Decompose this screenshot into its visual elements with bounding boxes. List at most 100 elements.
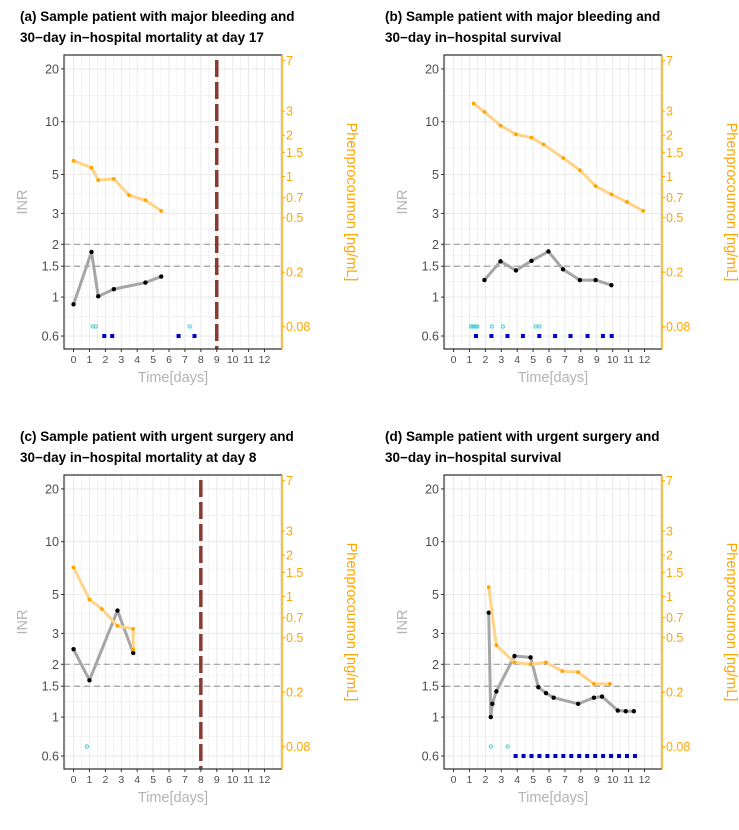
phenprocoumon-point bbox=[71, 565, 76, 570]
cyan-marker bbox=[473, 324, 478, 329]
y-tick-label: 1 bbox=[52, 711, 59, 725]
inr-point bbox=[513, 268, 519, 273]
panel-title: 30−day in−hospital survival bbox=[385, 450, 561, 465]
inr-point bbox=[575, 701, 581, 707]
y-tick-label: 3 bbox=[52, 627, 59, 641]
x-tick-label: 7 bbox=[562, 354, 568, 366]
y2-tick-label: 3 bbox=[286, 105, 293, 119]
y2-tick-label: 0.5 bbox=[286, 211, 303, 225]
y2-tick-label: 0.2 bbox=[666, 686, 683, 700]
x-tick-label: 6 bbox=[546, 774, 552, 786]
x-tick-label: 6 bbox=[166, 774, 172, 786]
x-tick-label: 9 bbox=[214, 354, 220, 366]
x-tick-label: 3 bbox=[498, 354, 504, 366]
phenprocoumon-point bbox=[560, 669, 565, 674]
inr-point bbox=[599, 694, 605, 699]
y2-tick-label: 1 bbox=[666, 590, 673, 604]
phenprocoumon-point bbox=[96, 178, 101, 183]
blue-marker bbox=[568, 334, 573, 339]
phenprocoumon-point bbox=[544, 660, 548, 665]
y2-tick-label: 2 bbox=[666, 129, 673, 143]
inr-point bbox=[71, 646, 76, 652]
y2-tick-label: 1.5 bbox=[666, 566, 683, 580]
inr-point bbox=[512, 653, 517, 659]
inr-line bbox=[483, 249, 612, 287]
inr-point bbox=[560, 267, 566, 272]
phenprocoumon-point bbox=[111, 176, 116, 181]
x-tick-label: 2 bbox=[482, 774, 488, 786]
cyan-marker bbox=[489, 324, 494, 329]
blue-marker bbox=[585, 754, 590, 759]
y-tick-label: 0.6 bbox=[422, 330, 439, 344]
y-axis-title: INR bbox=[395, 610, 411, 635]
x-tick-label: 4 bbox=[514, 354, 520, 366]
inr-point bbox=[71, 302, 76, 307]
x-tick-label: 8 bbox=[198, 354, 204, 366]
x-tick-label: 10 bbox=[607, 774, 619, 786]
x-tick-label: 3 bbox=[118, 354, 124, 366]
panel-title: (d) Sample patient with urgent surgery a… bbox=[385, 429, 660, 444]
inr-point bbox=[111, 286, 117, 292]
x-tick-label: 4 bbox=[134, 774, 140, 786]
x-tick-label: 5 bbox=[150, 774, 156, 786]
x-tick-label: 2 bbox=[482, 354, 488, 366]
x-tick-label: 11 bbox=[623, 354, 634, 366]
inr-point bbox=[609, 282, 614, 288]
phenprocoumon-point bbox=[529, 135, 534, 140]
plot-border bbox=[63, 474, 282, 770]
x-tick-label: 12 bbox=[639, 774, 651, 786]
phenprocoumon-point bbox=[71, 158, 76, 163]
inr-point bbox=[593, 277, 598, 283]
y-tick-label: 1 bbox=[432, 711, 439, 725]
x-tick-label: 1 bbox=[467, 774, 473, 786]
blue-marker bbox=[577, 754, 582, 759]
y-axis-title: INR bbox=[15, 190, 31, 215]
phenprocoumon-point bbox=[115, 623, 120, 628]
blue-marker bbox=[473, 334, 478, 339]
y2-tick-label: 0.7 bbox=[666, 611, 683, 625]
blue-marker bbox=[505, 334, 510, 339]
x-tick-label: 10 bbox=[227, 774, 239, 786]
inr-point bbox=[482, 277, 487, 283]
y2-tick-label: 0.5 bbox=[286, 631, 303, 645]
blue-marker bbox=[561, 754, 566, 759]
y2-tick-label: 0.2 bbox=[286, 686, 303, 700]
y2-tick-label: 0.7 bbox=[666, 191, 683, 205]
y2-tick-label: 1 bbox=[286, 590, 293, 604]
cyan-marker bbox=[84, 744, 90, 749]
inr-point bbox=[543, 690, 549, 696]
x-tick-label: 2 bbox=[102, 774, 108, 786]
cyan-marker bbox=[537, 324, 542, 329]
y-tick-label: 2 bbox=[432, 658, 439, 672]
inr-point bbox=[486, 610, 491, 615]
inr-point bbox=[131, 650, 136, 656]
y-tick-label: 3 bbox=[432, 627, 439, 641]
phenprocoumon-point bbox=[486, 585, 491, 590]
y2-tick-label: 2 bbox=[666, 549, 673, 563]
cyan-marker bbox=[488, 744, 493, 749]
blue-marker bbox=[632, 754, 637, 759]
y2-axis-title: Phenprocoumon [ng/mL] bbox=[723, 543, 739, 702]
y-tick-label: 0.6 bbox=[422, 750, 439, 764]
x-tick-label: 9 bbox=[214, 774, 220, 786]
inr-point bbox=[623, 709, 628, 714]
phenprocoumon-point bbox=[608, 681, 612, 686]
phenprocoumon-point bbox=[591, 681, 596, 686]
phenprocoumon-point bbox=[541, 142, 546, 147]
x-tick-label: 1 bbox=[87, 354, 93, 366]
inr-point bbox=[577, 277, 583, 283]
cyan-marker bbox=[500, 324, 505, 329]
inr-point bbox=[529, 258, 534, 264]
phenprocoumon-point bbox=[593, 184, 598, 189]
y-axis-title: INR bbox=[15, 610, 31, 635]
y-tick-label: 10 bbox=[425, 115, 439, 129]
y2-tick-label: 0.08 bbox=[666, 320, 690, 334]
x-tick-label: 0 bbox=[71, 354, 77, 366]
phenprocoumon-point bbox=[494, 643, 499, 648]
cyan-marker bbox=[187, 324, 192, 329]
panel-c: (c) Sample patient with urgent surgery a… bbox=[15, 429, 359, 806]
x-tick-label: 3 bbox=[118, 774, 124, 786]
phenprocoumon-point bbox=[561, 156, 566, 161]
x-tick-label: 4 bbox=[134, 354, 140, 366]
y-tick-label: 3 bbox=[52, 207, 59, 221]
